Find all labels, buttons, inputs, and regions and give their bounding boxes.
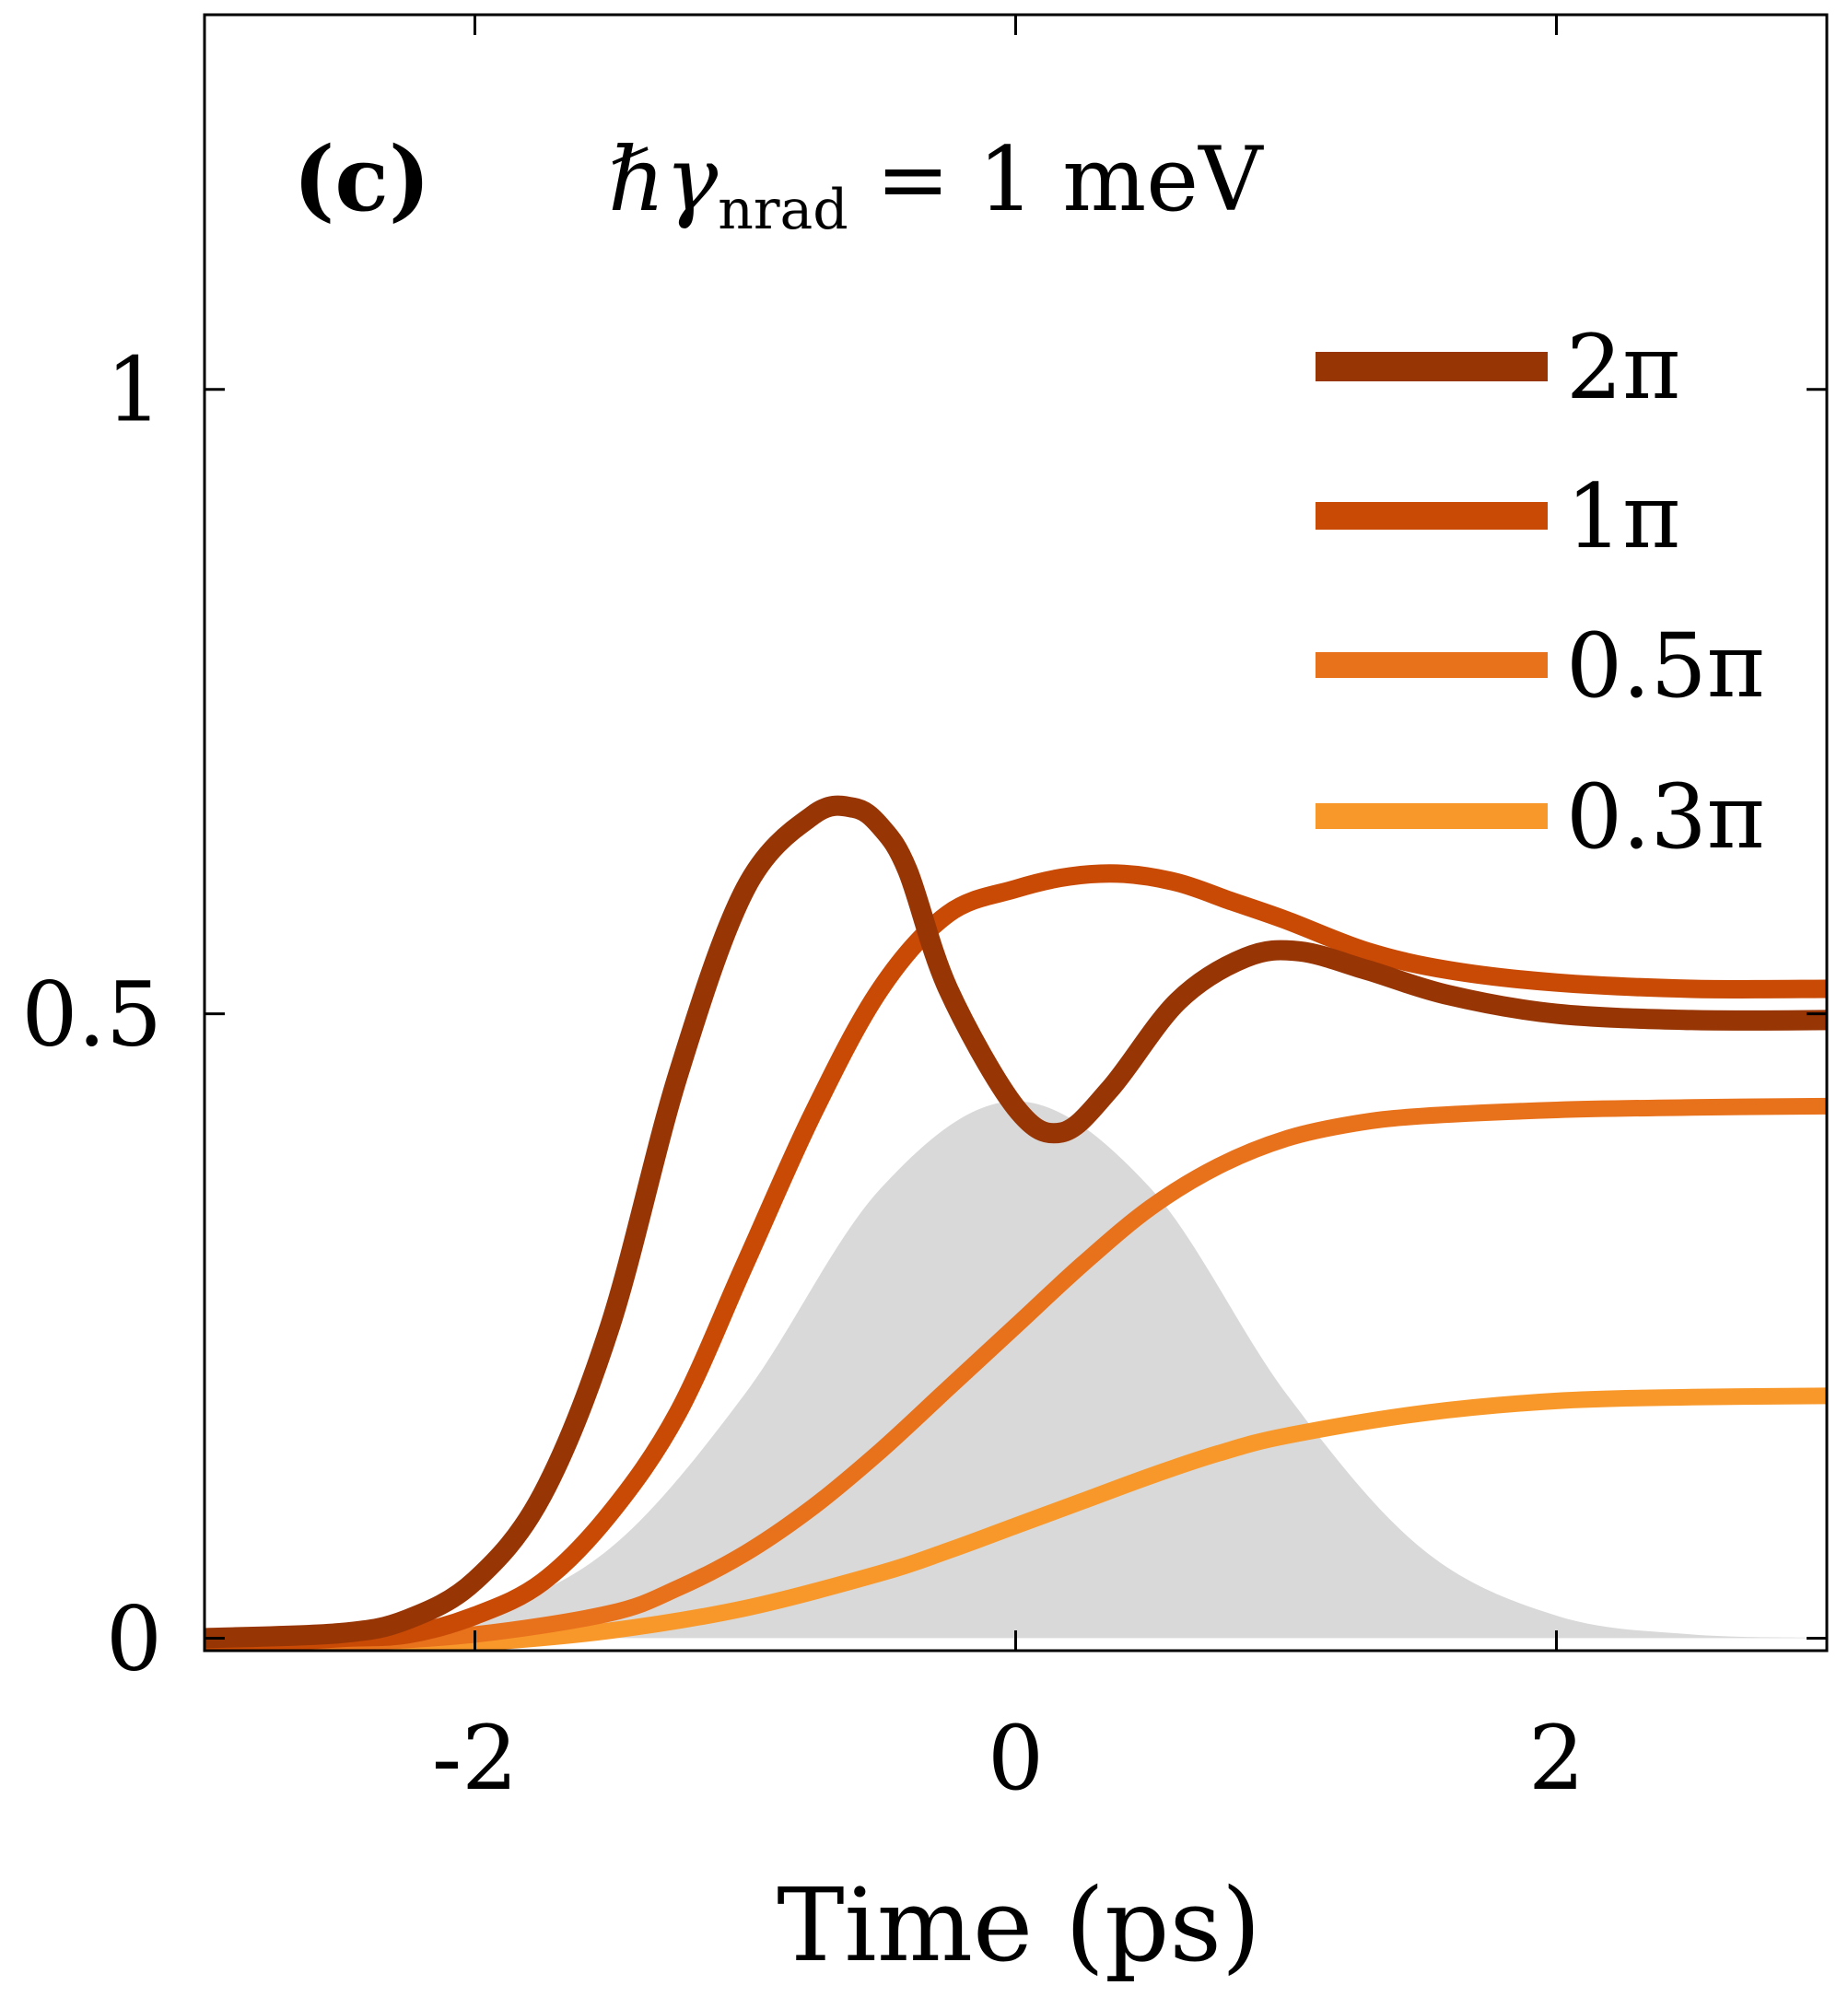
annotation-subscript: nrad [718,178,848,242]
x-tick-label: 2 [1528,1707,1585,1810]
axis-ticks [205,15,1827,1651]
pulse-envelope-layer [205,1101,1827,1639]
y-tick-label: 1 [106,339,162,442]
x-axis-label: Time (ps) [777,1866,1261,1984]
x-tick-label: -2 [432,1707,519,1810]
annotation-text: ℏγnrad = 1 meV [608,128,1264,242]
series-line-0.3π [205,1387,1827,1651]
axis-tick-labels: -2 0 2 0 0.5 1 [21,339,1585,1810]
legend-label-0.5π: 0.5π [1566,614,1765,718]
annotation-value: = 1 meV [876,128,1264,231]
legend-label-0.3π: 0.3π [1566,765,1765,869]
series-line-2π [205,795,1827,1649]
panel-label: (c) [293,127,430,231]
y-tick-label: 0.5 [21,963,162,1067]
x-tick-label: 0 [988,1707,1044,1810]
legend-label-2π: 2π [1566,316,1680,419]
legend: 2π 1π 0.5π 0.3π [1316,316,1765,869]
annotation-symbol: ℏγ [608,128,719,231]
pulse-envelope-area [205,1101,1827,1639]
y-tick-label: 0 [106,1587,162,1690]
legend-label-1π: 1π [1566,465,1680,568]
series-line-0.5π [205,1097,1827,1651]
series-layer [205,795,1827,1651]
